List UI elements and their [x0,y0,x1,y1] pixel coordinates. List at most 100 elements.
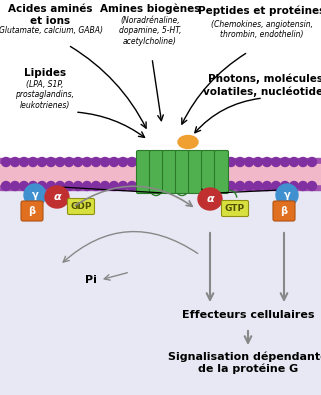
Circle shape [209,158,218,167]
Bar [0,164,321,184]
Text: β: β [29,206,36,216]
Circle shape [263,181,272,190]
Circle shape [263,158,272,167]
Text: α: α [53,192,61,202]
Text: β: β [281,206,288,216]
Circle shape [127,181,136,190]
Circle shape [181,181,190,190]
Circle shape [227,158,236,167]
Circle shape [272,158,281,167]
Circle shape [2,158,11,167]
Circle shape [276,184,298,206]
Circle shape [163,158,172,167]
Ellipse shape [178,135,198,149]
FancyBboxPatch shape [136,150,151,194]
Circle shape [218,181,227,190]
Circle shape [245,158,254,167]
Circle shape [127,158,136,167]
Circle shape [91,158,100,167]
Text: γ: γ [284,190,291,200]
Circle shape [290,181,299,190]
Circle shape [91,181,100,190]
FancyBboxPatch shape [21,201,43,221]
Text: Signalisation dépendante: Signalisation dépendante [168,352,321,363]
Text: (Chemokines, angiotensin,
thrombin, endothelin): (Chemokines, angiotensin, thrombin, endo… [211,20,313,40]
FancyBboxPatch shape [221,201,248,216]
Circle shape [163,181,172,190]
Circle shape [199,181,209,190]
Text: (LPA, S1P,
prostaglandins,
leukotrienes): (LPA, S1P, prostaglandins, leukotrienes) [15,80,74,110]
Circle shape [154,158,163,167]
Circle shape [2,181,11,190]
Circle shape [109,181,118,190]
Text: γ: γ [32,190,39,200]
Circle shape [20,158,29,167]
Text: (Glutamate, calcium, GABA): (Glutamate, calcium, GABA) [0,26,103,35]
Text: Lipides: Lipides [24,68,66,78]
Circle shape [272,181,281,190]
Text: GTP: GTP [225,204,245,213]
FancyBboxPatch shape [214,150,229,194]
FancyBboxPatch shape [188,150,203,194]
Circle shape [24,184,46,206]
Circle shape [100,181,109,190]
Circle shape [181,158,190,167]
Circle shape [290,158,299,167]
Text: Photons, molécules
volatiles, nucléotides: Photons, molécules volatiles, nucléotide… [203,74,321,97]
Circle shape [190,181,199,190]
Text: α: α [206,194,214,204]
Circle shape [199,158,209,167]
FancyBboxPatch shape [67,199,94,214]
FancyBboxPatch shape [176,150,189,194]
Circle shape [172,181,181,190]
Circle shape [74,181,82,190]
Circle shape [38,158,47,167]
Circle shape [254,158,263,167]
Ellipse shape [45,186,69,208]
Circle shape [65,181,74,190]
Text: Peptides et protéines: Peptides et protéines [198,6,321,17]
Circle shape [56,181,65,190]
Circle shape [145,181,154,190]
Circle shape [20,181,29,190]
Circle shape [56,158,65,167]
Circle shape [299,181,308,190]
Text: Amines biogènes: Amines biogènes [100,3,200,13]
Circle shape [82,181,91,190]
Bar [0,178,321,395]
Circle shape [47,181,56,190]
Circle shape [38,181,47,190]
Circle shape [190,158,199,167]
Circle shape [308,158,317,167]
Text: GDP: GDP [70,202,92,211]
Circle shape [281,158,290,167]
Circle shape [218,158,227,167]
Circle shape [299,158,308,167]
Circle shape [65,158,74,167]
Text: Acides aminés
et ions: Acides aminés et ions [8,4,92,26]
Text: (Noradrénaline,
dopamine, 5-HT,
acetylcholine): (Noradrénaline, dopamine, 5-HT, acetylch… [119,16,181,46]
Circle shape [145,158,154,167]
Circle shape [308,181,317,190]
Text: Pi: Pi [85,275,97,285]
Circle shape [74,158,82,167]
Circle shape [82,158,91,167]
Circle shape [136,158,145,167]
Circle shape [209,181,218,190]
FancyBboxPatch shape [150,150,163,194]
Circle shape [136,181,145,190]
Text: Effecteurs cellulaires: Effecteurs cellulaires [182,310,314,320]
FancyBboxPatch shape [162,150,177,194]
Circle shape [154,181,163,190]
FancyBboxPatch shape [202,150,215,194]
Circle shape [118,181,127,190]
Circle shape [118,158,127,167]
Circle shape [100,158,109,167]
Circle shape [47,158,56,167]
Circle shape [227,181,236,190]
Circle shape [236,181,245,190]
Circle shape [11,158,20,167]
Circle shape [29,158,38,167]
FancyBboxPatch shape [273,201,295,221]
Circle shape [236,158,245,167]
